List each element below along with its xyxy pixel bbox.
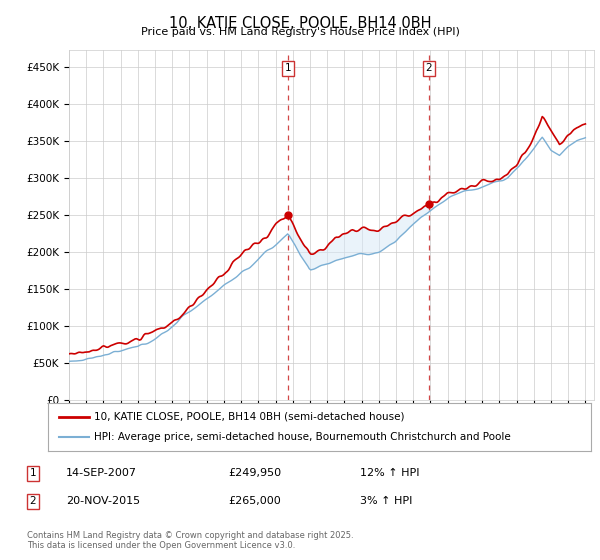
Text: HPI: Average price, semi-detached house, Bournemouth Christchurch and Poole: HPI: Average price, semi-detached house,… (94, 432, 511, 442)
Text: 12% ↑ HPI: 12% ↑ HPI (360, 468, 419, 478)
Text: 2: 2 (425, 63, 432, 73)
Text: 2: 2 (29, 496, 37, 506)
Point (283, 211, 293, 220)
Text: 10, KATIE CLOSE, POOLE, BH14 0BH: 10, KATIE CLOSE, POOLE, BH14 0BH (169, 16, 431, 31)
Text: £265,000: £265,000 (228, 496, 281, 506)
Point (424, 199, 434, 208)
Text: £249,950: £249,950 (228, 468, 281, 478)
Text: 14-SEP-2007: 14-SEP-2007 (66, 468, 137, 478)
Text: Price paid vs. HM Land Registry's House Price Index (HPI): Price paid vs. HM Land Registry's House … (140, 27, 460, 37)
Text: Contains HM Land Registry data © Crown copyright and database right 2025.
This d: Contains HM Land Registry data © Crown c… (27, 530, 353, 550)
Text: 1: 1 (284, 63, 291, 73)
Text: 3% ↑ HPI: 3% ↑ HPI (360, 496, 412, 506)
Text: 10, KATIE CLOSE, POOLE, BH14 0BH (semi-detached house): 10, KATIE CLOSE, POOLE, BH14 0BH (semi-d… (94, 412, 404, 422)
Text: 1: 1 (29, 468, 37, 478)
Text: 20-NOV-2015: 20-NOV-2015 (66, 496, 140, 506)
